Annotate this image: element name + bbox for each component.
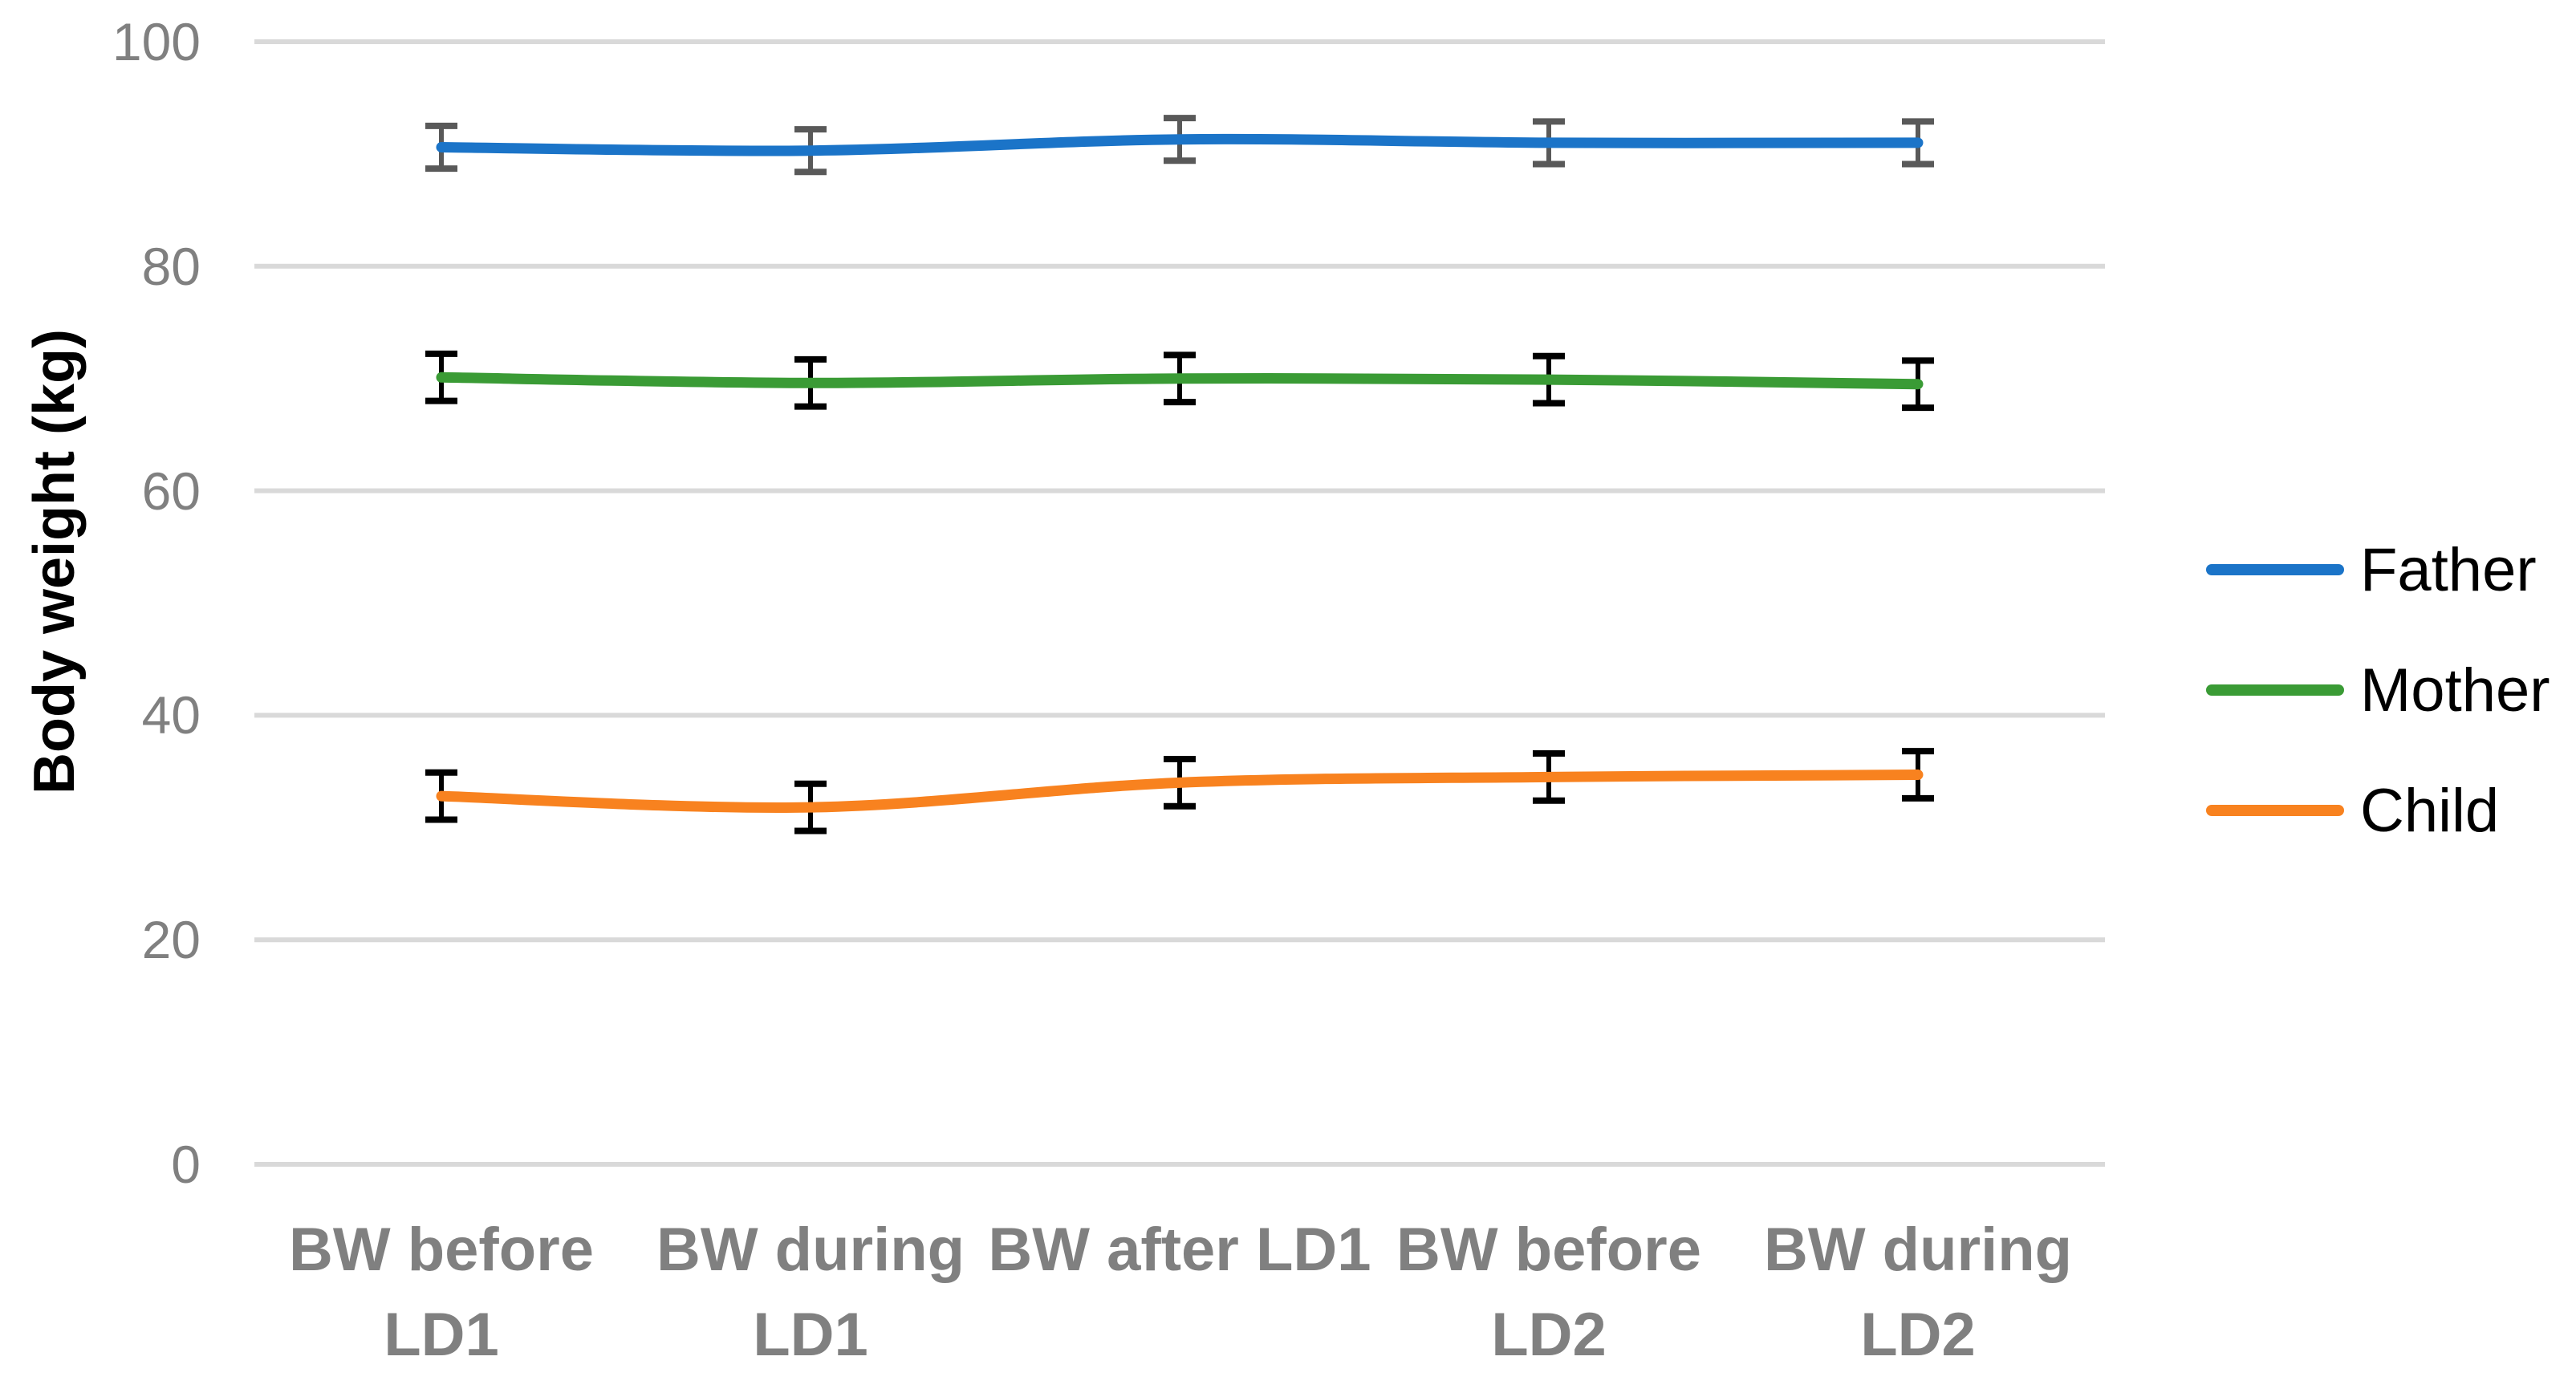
legend-label: Father: [2360, 535, 2537, 604]
y-tick-label: 100: [112, 12, 201, 71]
legend-swatch-father: [2206, 564, 2344, 575]
legend-label: Child: [2360, 776, 2500, 845]
legend-item-father: Father: [2206, 534, 2537, 606]
legend-swatch-mother: [2206, 684, 2344, 696]
y-tick-label: 60: [141, 461, 201, 521]
x-category-label: BW before LD2: [1396, 1216, 1701, 1369]
legend-item-mother: Mother: [2206, 654, 2550, 726]
legend-label: Mother: [2360, 656, 2550, 725]
series-line-child: [436, 770, 1924, 813]
x-category-label: BW during LD1: [656, 1216, 965, 1369]
y-tick-label: 0: [171, 1135, 201, 1194]
x-category-label: BW during LD2: [1763, 1216, 2073, 1369]
y-tick-label: 40: [141, 685, 201, 745]
y-tick-label: 80: [141, 236, 201, 296]
series-line-mother: [436, 372, 1924, 390]
x-category-label: BW after LD1: [988, 1216, 1371, 1284]
x-category-label: BW before LD1: [289, 1216, 594, 1369]
legend-swatch-child: [2206, 805, 2344, 816]
y-tick-label: 20: [141, 910, 201, 970]
series-line-father: [436, 133, 1924, 156]
legend-item-child: Child: [2206, 774, 2499, 847]
